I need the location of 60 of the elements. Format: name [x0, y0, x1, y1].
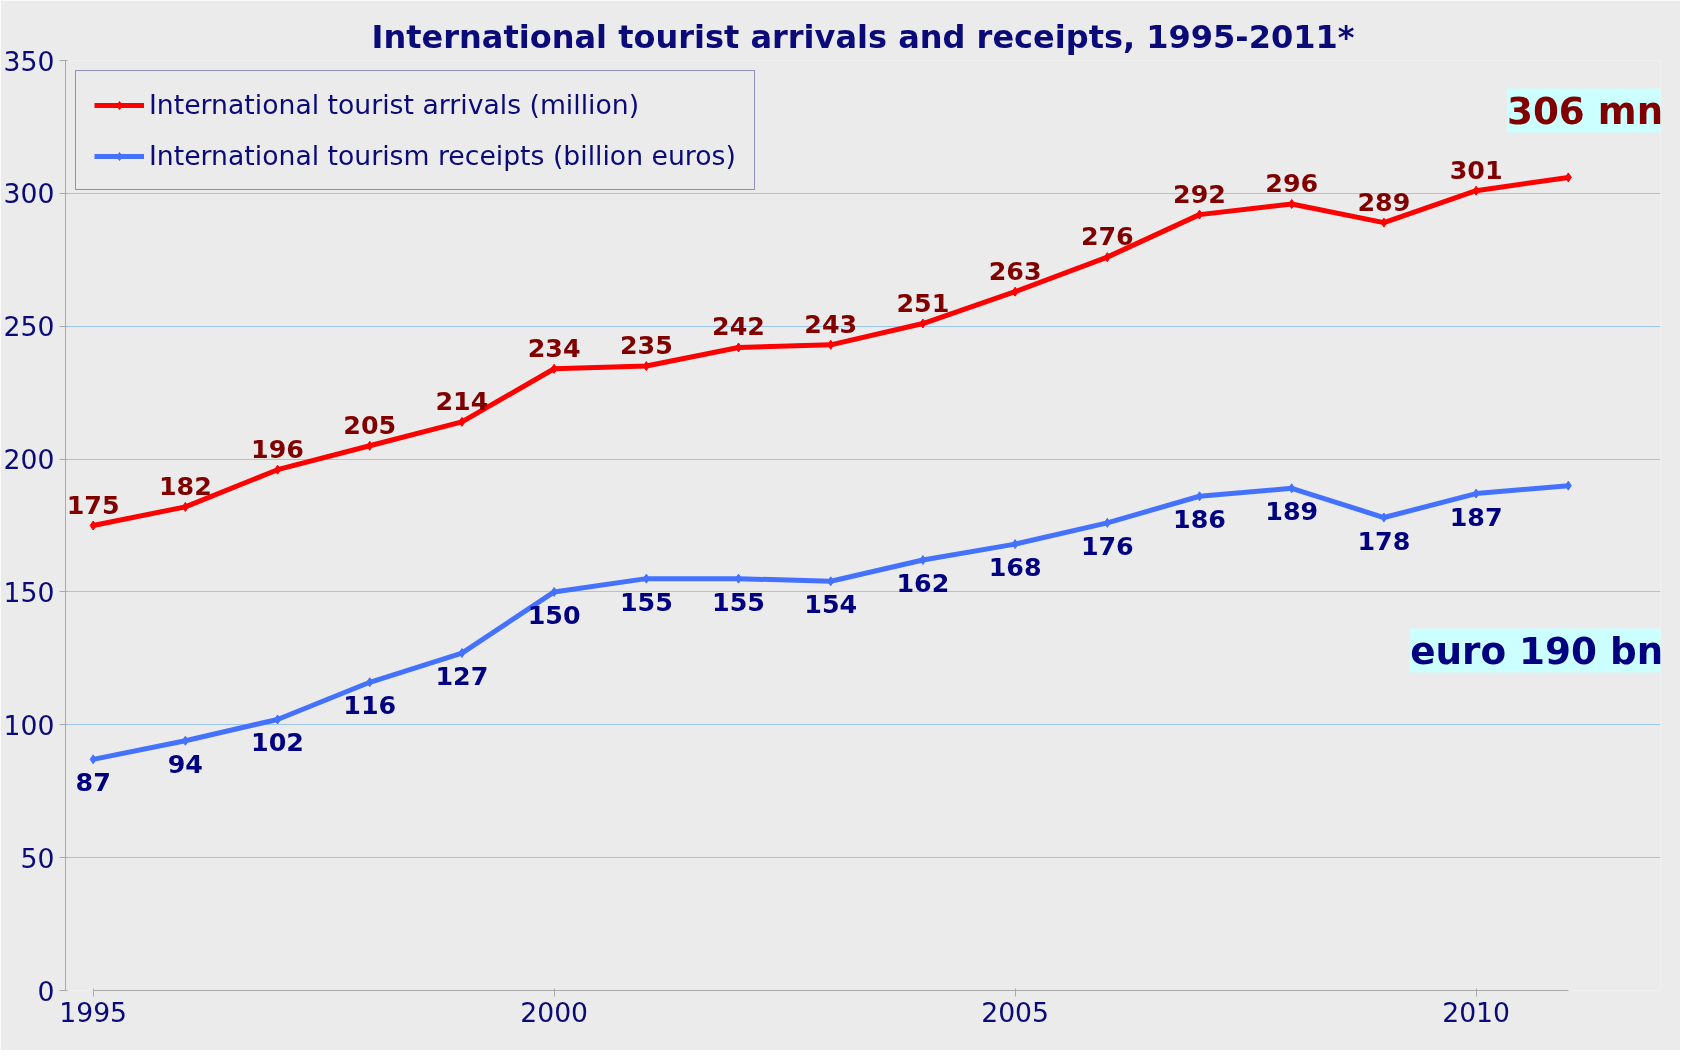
data-label: 94 [167, 748, 203, 779]
x-tick-label: 2000 [520, 996, 589, 1028]
data-label: 87 [75, 767, 111, 798]
point [458, 648, 466, 659]
data-label: 301 [1449, 154, 1503, 185]
data-label: 242 [712, 311, 765, 342]
data-label: 154 [804, 589, 858, 620]
data-label: 276 [1080, 221, 1134, 252]
x-tick-label: 1995 [59, 996, 128, 1028]
annotation: euro 190 bn [1410, 628, 1664, 673]
y-tick-label: 250 [3, 311, 55, 343]
legend-label: International tourism receipts (billion euros) [149, 140, 736, 171]
data-label: 234 [527, 332, 581, 363]
chart-title: International tourist arrivals and receipts, 1995-2011* [371, 17, 1355, 56]
data-label: 243 [804, 308, 858, 339]
legend-label: International tourist arrivals (million) [149, 89, 640, 120]
y-tick-label: 350 [3, 45, 55, 77]
data-label: 292 [1173, 178, 1226, 209]
y-tick-label: 150 [3, 576, 55, 608]
x-tick-label: 2005 [981, 996, 1050, 1028]
y-tick-label: 50 [20, 842, 55, 874]
point [919, 318, 927, 329]
data-label: 155 [712, 586, 765, 617]
data-label: 162 [896, 568, 950, 599]
point [89, 520, 97, 531]
data-label: 251 [896, 287, 950, 318]
data-label: 116 [343, 690, 397, 721]
data-label: 150 [527, 599, 581, 630]
point [366, 440, 374, 451]
point [1380, 512, 1388, 523]
data-label: 186 [1173, 504, 1226, 535]
data-label: 175 [66, 489, 120, 520]
x-tick-label: 2010 [1442, 996, 1511, 1028]
data-label: 196 [251, 433, 304, 464]
point [274, 714, 282, 725]
data-label: 127 [435, 661, 489, 692]
point [89, 754, 97, 765]
data-label: 102 [251, 727, 304, 758]
point [827, 339, 835, 350]
data-label: 155 [619, 586, 673, 617]
data-label: 189 [1265, 496, 1319, 527]
data-label: 187 [1449, 501, 1503, 532]
data-label: 235 [619, 330, 673, 361]
y-tick-label: 100 [3, 709, 55, 741]
data-label: 289 [1357, 186, 1411, 217]
data-label: 178 [1357, 525, 1411, 556]
data-label: 296 [1265, 167, 1319, 198]
point [1103, 252, 1111, 263]
point [1380, 217, 1388, 228]
y-tick-label: 300 [3, 178, 55, 210]
data-label: 205 [343, 409, 397, 440]
data-label: 263 [988, 255, 1042, 286]
annotation: 306 mn [1506, 88, 1664, 133]
data-label: 168 [988, 552, 1042, 583]
data-label: 182 [158, 470, 212, 501]
data-label: 214 [435, 385, 489, 416]
y-tick-label: 200 [3, 444, 55, 476]
y-tick-label: 0 [37, 975, 55, 1007]
point [550, 363, 558, 374]
data-label: 176 [1080, 530, 1134, 561]
